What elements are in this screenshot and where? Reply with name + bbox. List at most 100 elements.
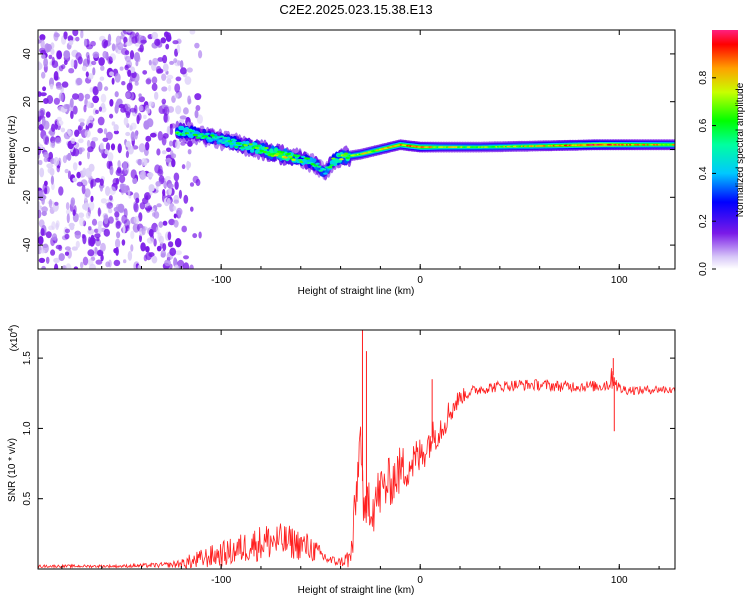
noise-speckle [138, 143, 146, 153]
noise-speckle [89, 237, 95, 247]
y-tick-label: 0 [22, 146, 33, 152]
noise-speckle [100, 254, 104, 262]
noise-speckle [115, 177, 120, 185]
noise-speckle [188, 98, 192, 105]
noise-speckle [65, 263, 72, 269]
noise-speckle [145, 135, 152, 142]
noise-speckle [44, 136, 50, 145]
noise-speckle [160, 253, 166, 258]
noise-speckle [146, 237, 154, 244]
noise-speckle [105, 186, 111, 196]
colorbar-gradient [712, 30, 738, 269]
noise-speckle [60, 127, 66, 133]
noise-speckle [166, 74, 174, 80]
noise-speckle [183, 107, 189, 115]
noise-speckle [72, 162, 78, 171]
noise-speckle [80, 30, 84, 39]
noise-speckle [98, 106, 102, 112]
noise-speckle [156, 203, 162, 208]
colorbar-tick-label: 0.0 [698, 262, 709, 276]
noise-speckle [77, 56, 83, 65]
noise-speckle [176, 44, 180, 54]
noise-speckle [72, 93, 79, 100]
noise-speckle [40, 39, 45, 49]
noise-speckle [39, 249, 46, 254]
noise-speckle [130, 66, 136, 74]
y-tick-label: 0.5 [22, 491, 33, 505]
noise-speckle [162, 220, 168, 226]
noise-speckle [87, 249, 95, 257]
noise-speckle [162, 133, 169, 139]
noise-speckle [72, 30, 79, 37]
noise-speckle [99, 142, 104, 150]
noise-speckle [173, 93, 179, 99]
ridge-cell [313, 164, 319, 167]
y-tick-label: 1.0 [22, 421, 33, 435]
noise-speckle [139, 234, 142, 243]
noise-speckle [56, 50, 63, 60]
noise-speckle [143, 114, 147, 120]
noise-speckle [68, 40, 74, 46]
noise-speckle [126, 82, 133, 92]
noise-speckle [183, 262, 190, 269]
noise-speckle [92, 95, 99, 104]
noise-speckle [123, 36, 128, 44]
noise-speckle [123, 259, 127, 264]
noise-speckle [109, 113, 114, 119]
noise-speckle [72, 209, 76, 217]
noise-speckle [189, 30, 196, 35]
noise-speckle [162, 63, 169, 72]
ridge-cell [232, 141, 237, 146]
noise-speckle [43, 98, 49, 104]
noise-speckle [180, 141, 186, 146]
noise-speckle [115, 220, 121, 229]
noise-speckle [155, 185, 159, 191]
noise-speckle [161, 86, 168, 92]
noise-speckle [42, 183, 48, 193]
noise-speckle [86, 139, 91, 148]
noise-speckle [78, 118, 85, 123]
noise-speckle [38, 146, 42, 156]
noise-speckle [135, 55, 141, 63]
noise-speckle [137, 158, 143, 166]
ridge-cell [321, 168, 327, 171]
snr-frame [37, 329, 676, 570]
noise-speckle [94, 247, 98, 255]
noise-speckle [186, 161, 192, 168]
ridge-cell [219, 135, 225, 138]
noise-speckle [100, 102, 106, 110]
snr-background [38, 330, 675, 569]
noise-speckle [79, 121, 85, 127]
noise-speckle [67, 103, 74, 112]
colorbar-tick-label: 0.4 [698, 166, 709, 180]
noise-speckle [127, 250, 133, 261]
noise-speckle [109, 186, 116, 195]
noise-speckle [148, 228, 154, 237]
noise-speckle [124, 50, 130, 56]
noise-speckle [58, 157, 62, 167]
noise-speckle [114, 104, 119, 114]
noise-speckle [56, 119, 64, 126]
noise-speckle [154, 91, 159, 100]
noise-speckle [117, 143, 122, 154]
noise-speckle [78, 161, 82, 166]
noise-speckle [127, 190, 131, 196]
noise-speckle [41, 206, 48, 213]
noise-speckle [89, 87, 93, 93]
noise-speckle [76, 171, 81, 179]
noise-speckle [190, 206, 194, 212]
ridge-cell [207, 137, 212, 140]
noise-speckle [127, 145, 134, 155]
ridge-cell [332, 158, 338, 161]
noise-speckle [109, 195, 113, 201]
noise-speckle [84, 188, 91, 198]
noise-speckle [117, 203, 125, 213]
noise-speckle [187, 149, 192, 155]
noise-speckle [130, 131, 136, 142]
noise-speckle [92, 67, 96, 76]
noise-speckle [68, 68, 75, 74]
noise-speckle [168, 218, 176, 226]
noise-speckle [105, 142, 111, 151]
noise-speckle [169, 247, 177, 256]
noise-speckle [102, 50, 108, 59]
